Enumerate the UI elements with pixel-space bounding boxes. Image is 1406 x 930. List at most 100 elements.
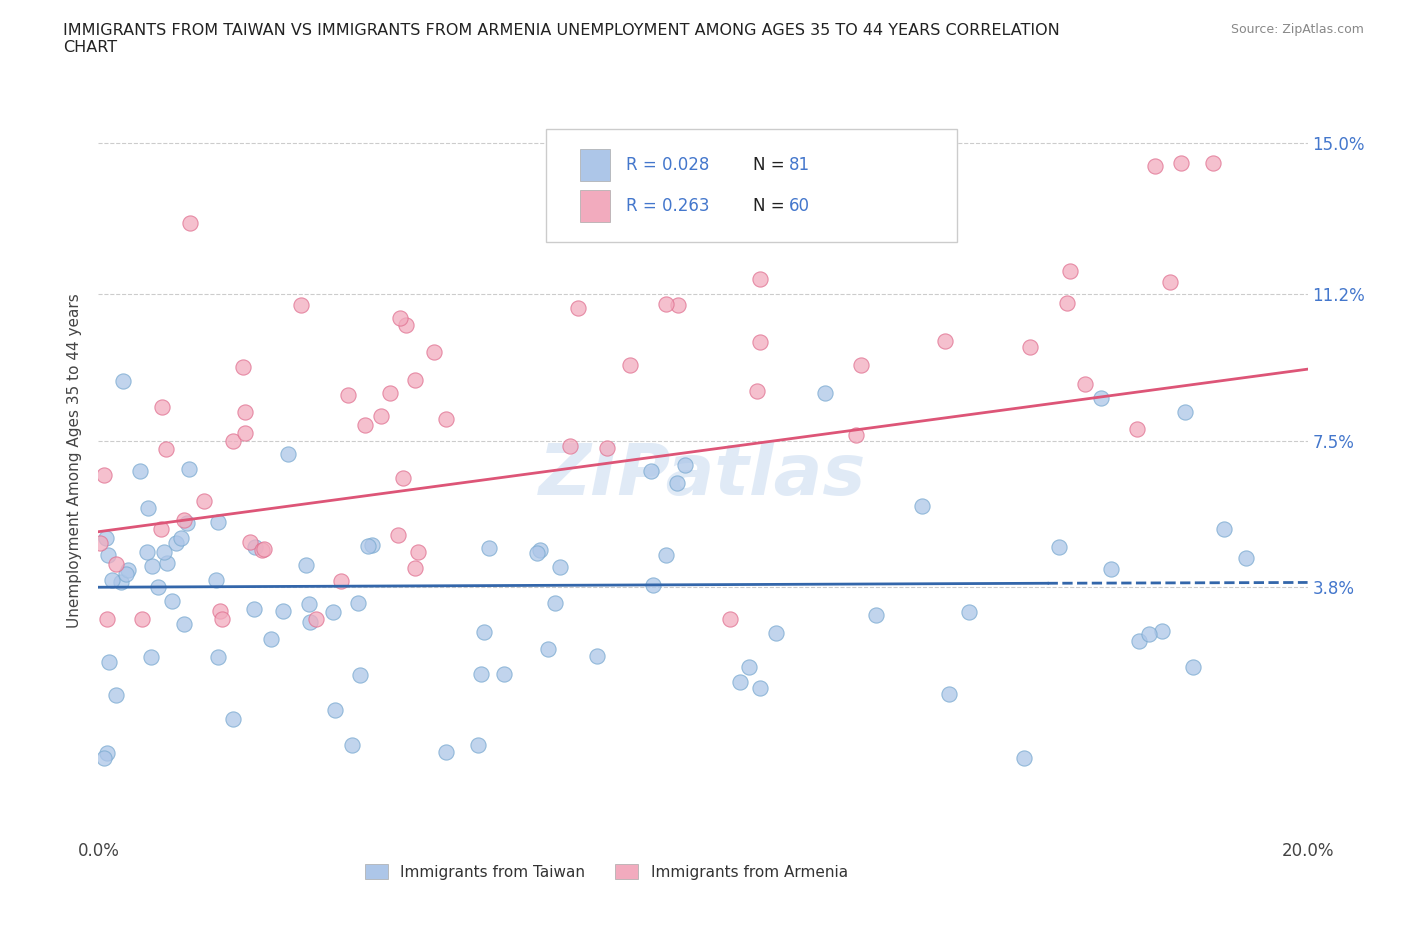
Point: [558, 438, 581, 453]
Point: [336, 387, 359, 402]
Text: R = 0.028: R = 0.028: [626, 156, 709, 174]
Point: [361, 538, 384, 552]
Point: [494, 667, 516, 682]
Text: ZIPatlas: ZIPatlas: [540, 441, 866, 510]
Point: [129, 463, 152, 478]
Point: [353, 418, 375, 432]
Point: [232, 360, 254, 375]
Point: [290, 298, 312, 312]
Text: IMMIGRANTS FROM TAIWAN VS IMMIGRANTS FROM ARMENIA UNEMPLOYMENT AMONG AGES 35 TO : IMMIGRANTS FROM TAIWAN VS IMMIGRANTS FRO…: [63, 23, 1060, 38]
Point: [105, 557, 128, 572]
Point: [117, 563, 139, 578]
Point: [101, 572, 124, 587]
Point: [1181, 659, 1204, 674]
Point: [436, 745, 458, 760]
Point: [242, 602, 264, 617]
Text: 60: 60: [789, 197, 810, 215]
Text: 81: 81: [789, 156, 810, 174]
Point: [146, 579, 169, 594]
Point: [233, 425, 256, 440]
Text: N =: N =: [752, 156, 789, 174]
Point: [544, 595, 567, 610]
Point: [295, 557, 318, 572]
Point: [434, 411, 457, 426]
Point: [655, 547, 678, 562]
Text: N =: N =: [752, 197, 789, 215]
Point: [271, 604, 294, 618]
Point: [1212, 521, 1234, 536]
Point: [136, 500, 159, 515]
Point: [179, 216, 201, 231]
Point: [1059, 263, 1081, 278]
Point: [221, 711, 243, 726]
Point: [153, 545, 176, 560]
Point: [728, 674, 751, 689]
Point: [749, 272, 772, 286]
Text: R = 0.263: R = 0.263: [626, 197, 709, 215]
Text: Source: ZipAtlas.com: Source: ZipAtlas.com: [1230, 23, 1364, 36]
Point: [260, 631, 283, 646]
Point: [298, 597, 321, 612]
Point: [207, 514, 229, 529]
Point: [1128, 633, 1150, 648]
Point: [470, 667, 492, 682]
Point: [1019, 339, 1042, 354]
Point: [655, 297, 678, 312]
Point: [96, 746, 118, 761]
Point: [643, 578, 665, 592]
Point: [277, 446, 299, 461]
FancyBboxPatch shape: [579, 190, 610, 221]
Point: [596, 441, 619, 456]
Point: [112, 374, 135, 389]
Point: [104, 687, 127, 702]
Point: [849, 358, 872, 373]
Point: [156, 555, 179, 570]
Point: [93, 751, 115, 765]
Point: [346, 596, 368, 611]
Point: [239, 535, 262, 550]
Point: [1201, 155, 1223, 170]
Point: [404, 373, 426, 388]
Point: [93, 468, 115, 483]
Point: [139, 649, 162, 664]
Point: [97, 548, 120, 563]
Point: [322, 605, 344, 620]
Point: [304, 612, 326, 627]
Point: [738, 218, 761, 232]
Point: [526, 546, 548, 561]
Point: [115, 566, 138, 581]
Point: [1090, 390, 1112, 405]
Point: [179, 461, 201, 476]
Point: [938, 686, 960, 701]
Point: [673, 458, 696, 472]
Point: [252, 542, 274, 557]
Point: [349, 668, 371, 683]
Point: [423, 344, 446, 359]
Point: [865, 607, 887, 622]
Point: [165, 536, 187, 551]
Point: [299, 615, 322, 630]
Point: [957, 604, 980, 619]
Point: [529, 542, 551, 557]
Point: [233, 405, 256, 419]
Point: [1144, 158, 1167, 173]
Point: [745, 383, 768, 398]
Point: [135, 544, 157, 559]
Point: [176, 516, 198, 531]
Point: [934, 333, 956, 348]
Point: [205, 573, 228, 588]
Point: [94, 531, 117, 546]
Point: [1234, 551, 1257, 565]
Point: [666, 475, 689, 490]
Point: [207, 650, 229, 665]
Point: [404, 561, 426, 576]
Point: [222, 433, 245, 448]
Text: CHART: CHART: [63, 40, 117, 55]
Point: [640, 464, 662, 479]
Point: [467, 737, 489, 752]
Point: [406, 544, 429, 559]
Legend: Immigrants from Taiwan, Immigrants from Armenia: Immigrants from Taiwan, Immigrants from …: [359, 857, 853, 886]
Point: [927, 160, 949, 175]
Point: [478, 540, 501, 555]
FancyBboxPatch shape: [546, 129, 957, 242]
